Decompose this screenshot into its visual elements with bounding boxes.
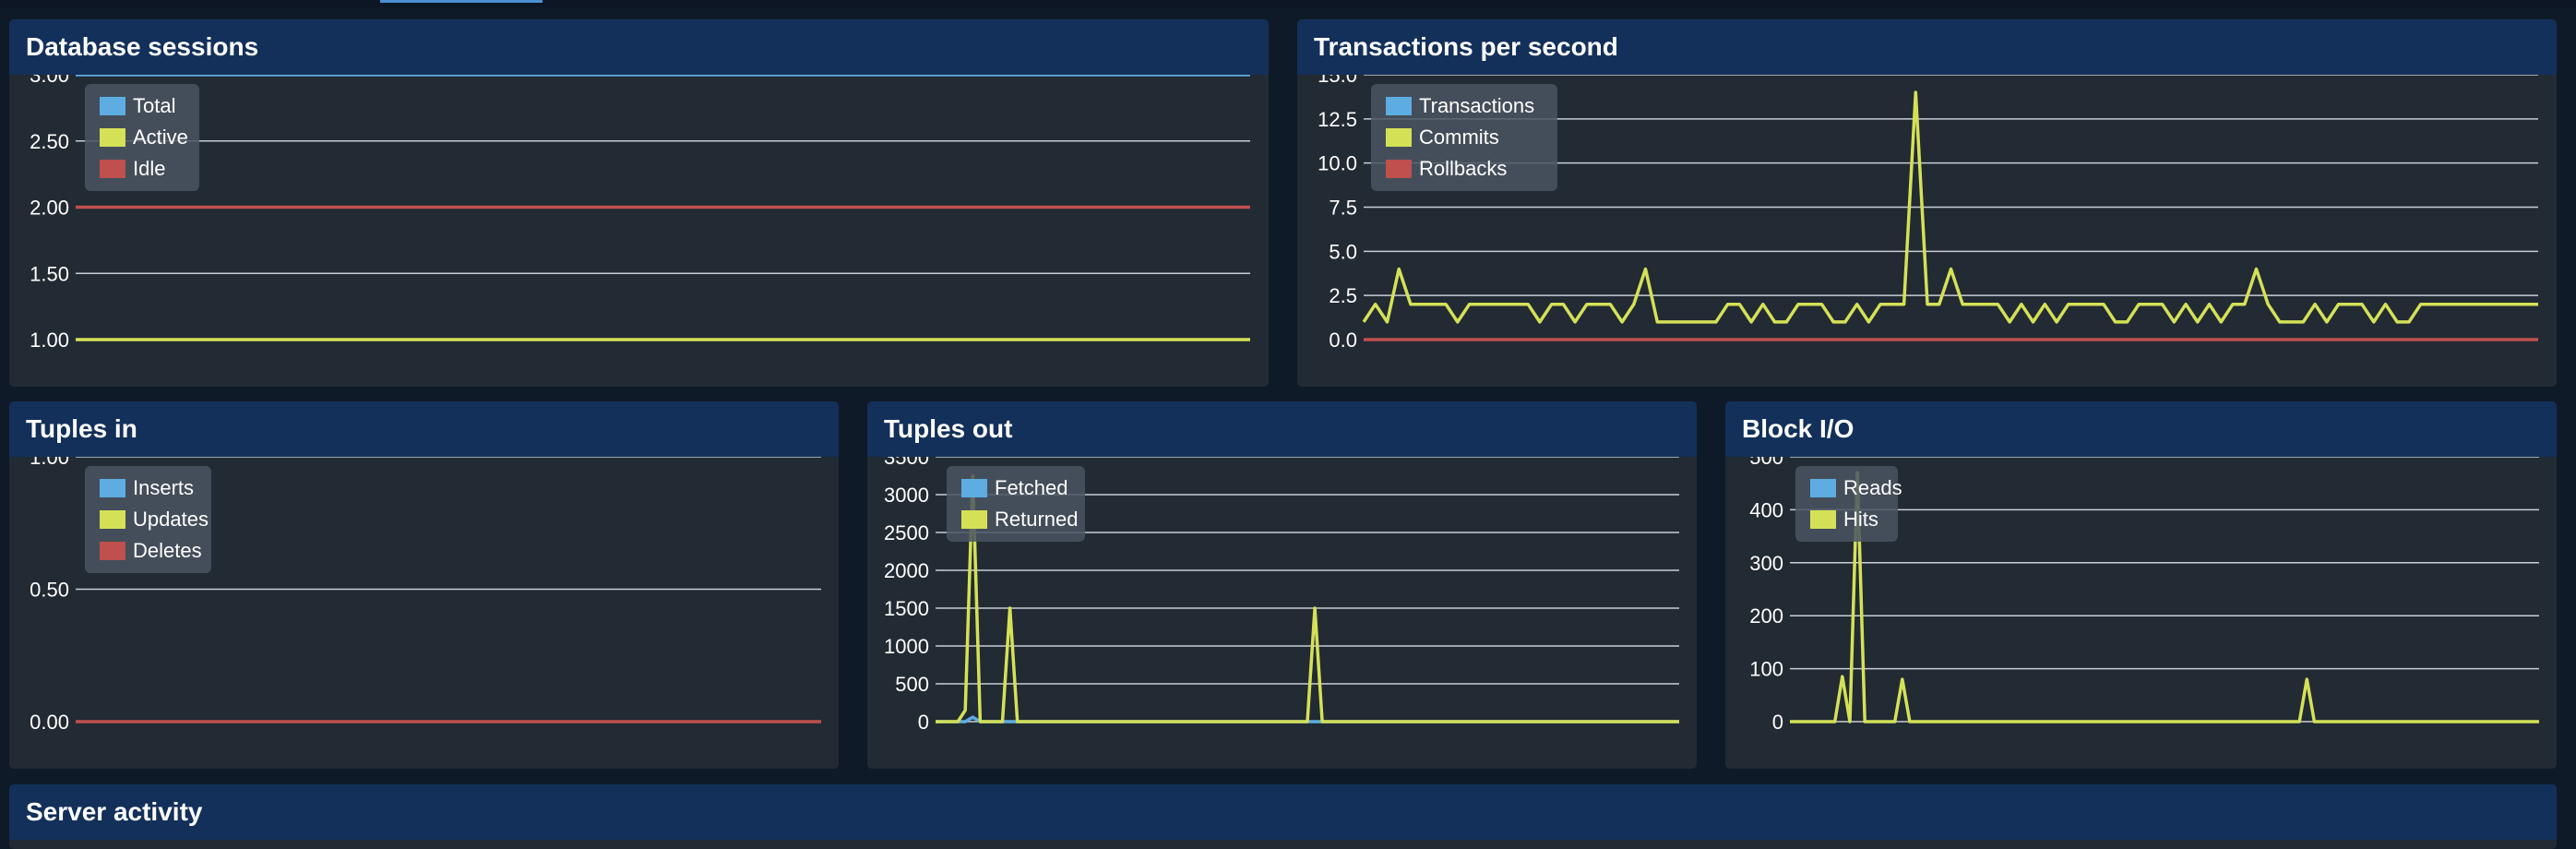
y-tick-label: 15.0	[1318, 75, 1357, 87]
y-tick-label: 500	[1749, 457, 1783, 469]
y-tick-label: 0	[1772, 711, 1783, 734]
y-tick-label: 1.00	[30, 329, 69, 352]
y-tick-label: 3.00	[30, 75, 69, 87]
legend-box	[1371, 84, 1557, 191]
y-tick-label: 1.50	[30, 262, 69, 285]
panel-database-sessions: Database sessions 1.00 1.50 2.00 2.50 3.00 To…	[9, 19, 1269, 387]
y-tick-label: 2000	[884, 559, 929, 582]
panel-tuples-out: Tuples out 0 500 1000 1500 2000 2500 3000 3500 F…	[867, 401, 1697, 769]
y-tick-label: 2.00	[30, 197, 69, 220]
legend-swatch-icon	[1386, 97, 1412, 115]
legend-label: Reads	[1843, 476, 1902, 499]
y-tick-label: 0.0	[1329, 329, 1357, 352]
panel-title: Database sessions	[26, 32, 259, 61]
series-line-returned	[936, 473, 1679, 723]
y-tick-label: 2.5	[1329, 284, 1357, 307]
legend-swatch-icon	[961, 479, 987, 497]
panel-header: Tuples out	[867, 401, 1697, 457]
panel-block-io: Block I/O 0 100 200 300 400 500 Reads Hits	[1725, 401, 2557, 769]
y-tick-label: 5.0	[1329, 240, 1357, 263]
legend-label: Inserts	[133, 476, 194, 499]
legend-swatch-icon	[1386, 160, 1412, 178]
panel-header: Server activity	[9, 784, 2557, 840]
legend-label: Fetched	[995, 476, 1068, 499]
panel-tuples-in: Tuples in 0.00 0.50 1.00 Inserts Updates Dele…	[9, 401, 839, 769]
panel-header: Transactions per second	[1297, 19, 2557, 75]
series-line-hits	[1790, 471, 2539, 723]
y-tick-label: 0.00	[30, 711, 69, 734]
y-tick-label: 10.0	[1318, 152, 1357, 175]
y-tick-label: 1500	[884, 597, 929, 620]
panel-transactions-per-second: Transactions per second 0.0 2.5 5.0 7.5 10.0…	[1297, 19, 2557, 387]
y-tick-label: 0.50	[30, 579, 69, 602]
legend-label: Transactions	[1419, 94, 1534, 117]
panel-header: Tuples in	[9, 401, 839, 457]
panel-header: Database sessions	[9, 19, 1269, 75]
y-tick-label: 500	[895, 673, 929, 696]
y-tick-label: 300	[1749, 552, 1783, 575]
panel-title: Transactions per second	[1314, 32, 1618, 61]
panel-title: Tuples in	[26, 414, 137, 443]
legend-swatch-icon	[1386, 128, 1412, 147]
chart-database-sessions: 1.00 1.50 2.00 2.50 3.00 Total Active Idle	[30, 75, 1250, 352]
legend-label: Hits	[1843, 508, 1878, 531]
legend-label: Active	[133, 126, 188, 149]
y-tick-label: 0	[918, 711, 929, 734]
legend-label: Returned	[995, 508, 1079, 531]
y-tick-label: 7.5	[1329, 197, 1357, 220]
panel-title: Block I/O	[1742, 414, 1854, 443]
y-tick-label: 2500	[884, 521, 929, 544]
y-tick-label: 1000	[884, 635, 929, 658]
y-tick-label: 12.5	[1318, 108, 1357, 131]
chart-tuples-out: 0 500 1000 1500 2000 2500 3000 3500 Fetched Retur…	[884, 457, 1679, 734]
y-tick-label: 100	[1749, 658, 1783, 681]
legend-label: Idle	[133, 157, 165, 180]
panel-title: Tuples out	[884, 414, 1013, 443]
legend-label: Total	[133, 94, 175, 117]
series-line-commits	[1362, 90, 2538, 324]
chart-block-io: 0 100 200 300 400 500 Reads Hits	[1749, 457, 2539, 734]
legend-label: Rollbacks	[1419, 157, 1507, 180]
legend-swatch-icon	[100, 542, 125, 560]
y-tick-label: 1.00	[30, 457, 69, 469]
top-tab-bar	[0, 0, 2576, 7]
legend-label: Commits	[1419, 126, 1499, 149]
y-tick-label: 2.50	[30, 130, 69, 153]
y-tick-label: 200	[1749, 604, 1783, 628]
panel-header: Block I/O	[1725, 401, 2557, 457]
legend-swatch-icon	[961, 510, 987, 529]
legend-swatch-icon	[100, 160, 125, 178]
legend-swatch-icon	[100, 479, 125, 497]
panel-server-activity: Server activity	[9, 784, 2557, 849]
y-tick-label: 3500	[884, 457, 929, 469]
chart-tuples-in: 0.00 0.50 1.00 Inserts Updates Deletes	[30, 457, 821, 734]
active-tab-indicator[interactable]	[380, 0, 543, 3]
y-tick-label: 400	[1749, 498, 1783, 521]
legend-swatch-icon	[100, 97, 125, 115]
legend-label: Deletes	[133, 539, 202, 562]
legend-swatch-icon	[1810, 510, 1836, 529]
chart-transactions-per-second: 0.0 2.5 5.0 7.5 10.0 12.5 15.0 Transactions Comm…	[1318, 75, 2538, 352]
legend-swatch-icon	[100, 128, 125, 147]
legend-swatch-icon	[100, 510, 125, 529]
legend-label: Updates	[133, 508, 209, 531]
legend-swatch-icon	[1810, 479, 1836, 497]
y-tick-label: 3000	[884, 484, 929, 507]
panel-title: Server activity	[26, 797, 203, 826]
